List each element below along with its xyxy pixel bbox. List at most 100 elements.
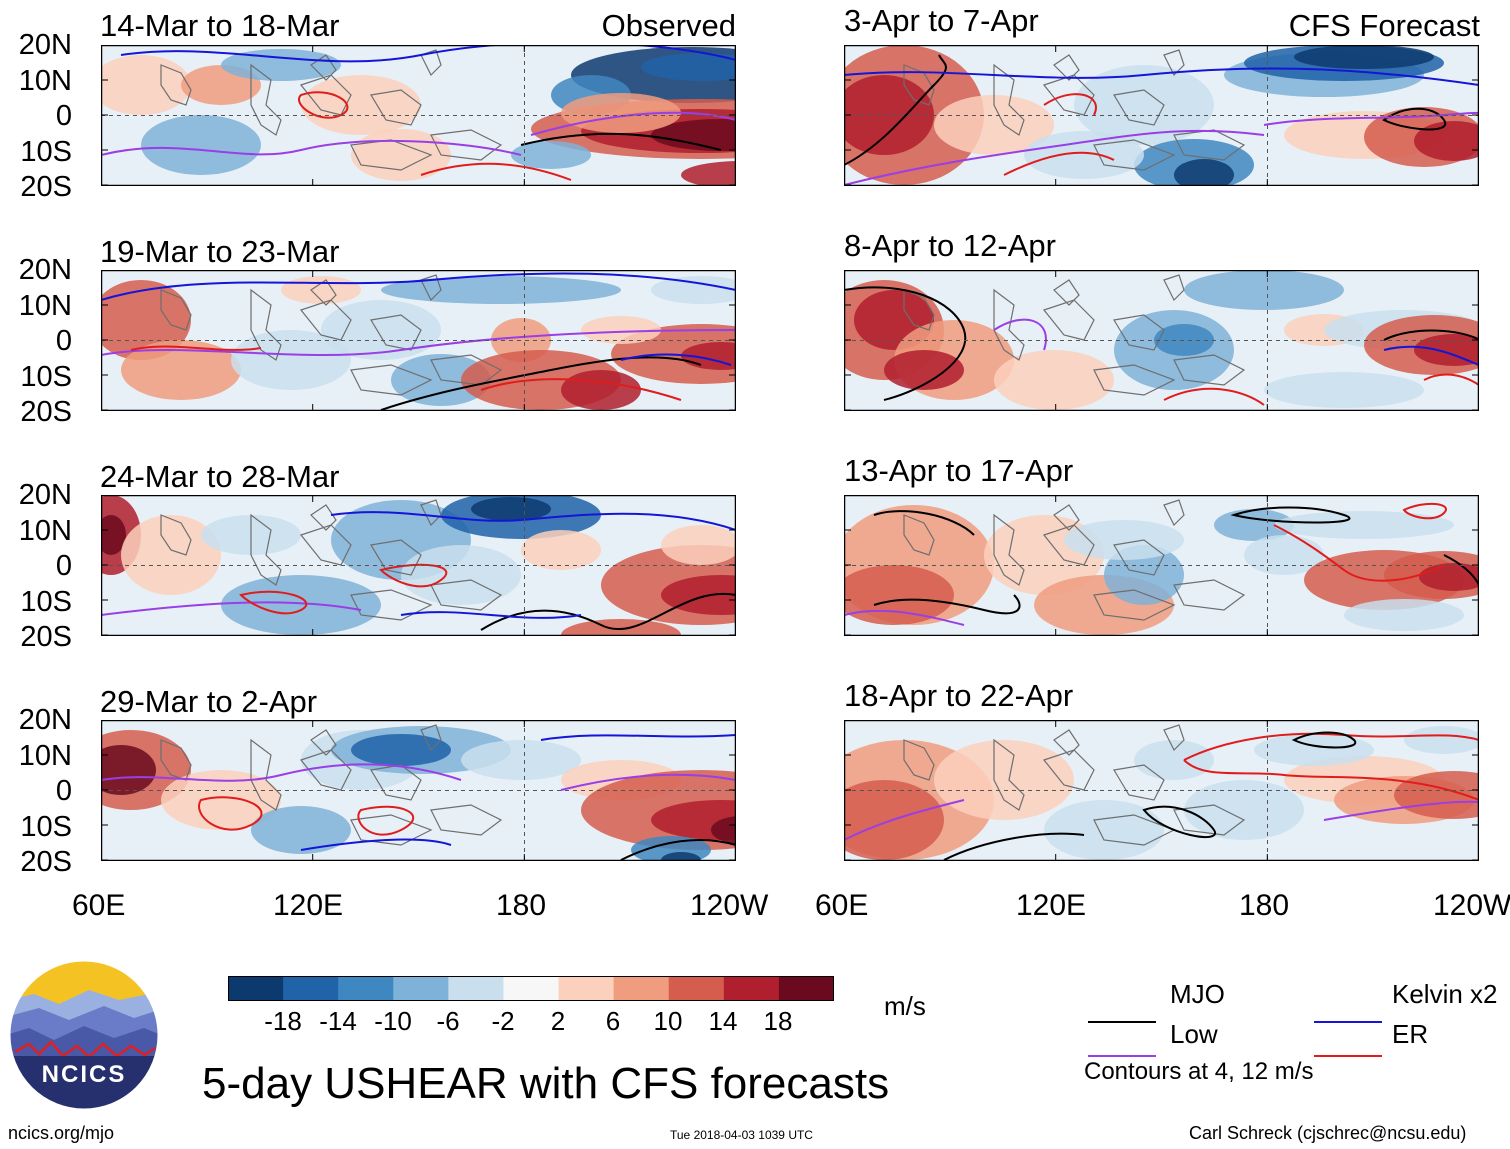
colorbar-swatch [283, 976, 339, 1001]
shear-anomaly-region [381, 276, 621, 304]
coastline [1163, 49, 1185, 77]
wave-contour [844, 286, 967, 401]
coastline [1053, 54, 1080, 81]
panel-title-observed-2: 19-Mar to 23-Mar [100, 234, 340, 269]
coastline [430, 804, 503, 836]
map-panel-forecast-3 [844, 495, 1479, 636]
shear-anomaly-region [844, 75, 934, 155]
shear-anomaly-region [121, 515, 221, 595]
shear-anomaly-region [651, 276, 736, 304]
wave-contour [480, 592, 736, 631]
colorbar [228, 976, 834, 1001]
shear-anomaly-region [994, 350, 1114, 410]
colorbar-swatch [228, 976, 284, 1001]
coastline [430, 354, 503, 386]
coastline [420, 49, 442, 77]
legend-lines [1088, 1021, 1382, 1057]
lon-tick: 120W [1433, 889, 1510, 922]
coastline [1042, 524, 1095, 566]
wave-contour [1230, 506, 1351, 524]
wave-contour [130, 345, 262, 351]
coastline [993, 288, 1025, 361]
shear-anomaly-region [1174, 159, 1234, 186]
map-svg [844, 495, 1479, 636]
colorbar-tick: 2 [550, 1006, 566, 1036]
shear-anomaly-region [1024, 131, 1144, 179]
coastline [1163, 499, 1185, 527]
shear-anomaly-region [1294, 45, 1434, 69]
panel-title-forecast-3: 13-Apr to 17-Apr [844, 453, 1074, 488]
wave-contour [993, 318, 1047, 351]
lon-tick: 120W [690, 889, 769, 922]
shear-anomaly-region [141, 115, 261, 175]
coastline [1053, 729, 1080, 756]
lon-tick: 60E [815, 889, 869, 922]
wave-contour [844, 799, 965, 841]
lat-tick: 20S [20, 171, 72, 203]
coastline [250, 513, 282, 586]
shear-anomaly-region [101, 55, 191, 115]
map-panel-forecast-4 [844, 720, 1479, 861]
coastline [310, 54, 337, 81]
colorbar-tick: 10 [653, 1006, 683, 1036]
lat-tick: 20N [18, 704, 72, 736]
shear-anomaly-region [101, 280, 191, 360]
coastline [250, 63, 282, 136]
lat-tick: 0 [55, 325, 72, 357]
lat-tick: 10N [18, 290, 72, 322]
shear-anomaly-region [1074, 65, 1214, 145]
shear-anomaly-region [581, 316, 661, 344]
lat-tick: 20S [20, 396, 72, 428]
lat-tick: 10S [20, 811, 72, 843]
coastline [299, 299, 352, 341]
wave-contour [844, 54, 947, 166]
map-panel-observed-1 [101, 45, 736, 186]
shear-anomaly-region [1414, 121, 1479, 161]
map-panel-observed-2 [101, 270, 736, 411]
colorbar-tick: -10 [374, 1006, 412, 1036]
footer-url[interactable]: ncics.org/mjo [8, 1123, 115, 1143]
lon-tick: 120E [1016, 889, 1087, 922]
shear-anomaly-region [1214, 509, 1294, 541]
wave-contour [101, 601, 362, 616]
lat-tick: 20N [18, 479, 72, 511]
coastline [1093, 364, 1176, 396]
coastline [903, 739, 935, 781]
coastline [1053, 279, 1080, 306]
shear-anomaly-region [471, 497, 551, 521]
panel-title-forecast-4: 18-Apr to 22-Apr [844, 678, 1074, 713]
shear-anomaly-region [661, 852, 701, 861]
wave-contour [198, 796, 263, 831]
wave-contour [480, 378, 682, 401]
lat-tick: 20N [18, 29, 72, 61]
coastline [1163, 724, 1185, 752]
coastline [430, 579, 503, 611]
lat-tick: 0 [55, 550, 72, 582]
map-panel-observed-4 [101, 720, 736, 861]
shear-anomaly-region [1064, 520, 1184, 560]
wave-contour [1183, 759, 1479, 801]
coastline [1173, 804, 1246, 836]
legend-label-low: Low [1170, 1019, 1218, 1049]
coastline [1042, 299, 1095, 341]
coastline [1093, 589, 1176, 621]
wave-contour [1043, 93, 1097, 116]
colorbar-frame [228, 976, 834, 1001]
colorbar-swatch [338, 976, 394, 1001]
panel-title-observed-4: 29-Mar to 2-Apr [100, 684, 318, 719]
shear-anomaly-region [561, 370, 641, 410]
wave-contour [1163, 387, 1265, 406]
shear-anomaly-region [251, 806, 351, 854]
lat-tick: 10N [18, 515, 72, 547]
wave-contour [101, 329, 736, 356]
coastline [350, 814, 433, 846]
shear-anomaly-region [934, 95, 1054, 155]
footer-timestamp: Tue 2018-04-03 1039 UTC [670, 1128, 813, 1142]
coastline [1173, 579, 1246, 611]
coastline [1173, 354, 1246, 386]
colorbar-tick: 6 [605, 1006, 621, 1036]
shear-anomaly-region [1184, 270, 1344, 310]
map-svg [844, 720, 1479, 861]
lon-tick: 60E [72, 889, 126, 922]
lat-tick: 20S [20, 621, 72, 653]
